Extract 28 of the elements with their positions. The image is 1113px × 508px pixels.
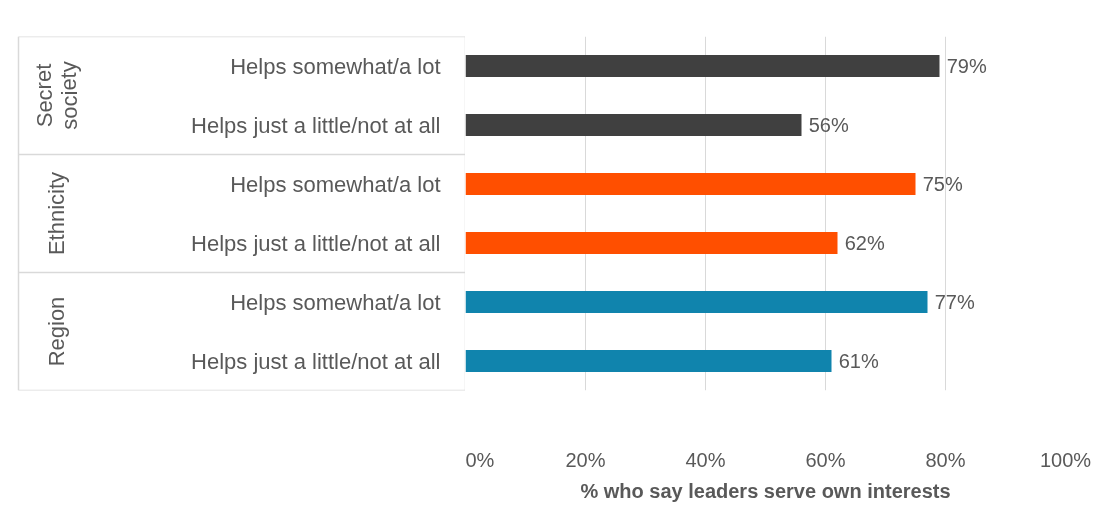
y-tick-label: Helps somewhat/a lot [230, 171, 441, 197]
y-tick-label: Helps just a little/not at all [191, 230, 441, 256]
x-axis-title: % who say leaders serve own interests [580, 479, 951, 502]
x-tick-label: 80% [925, 448, 966, 471]
bar [465, 232, 838, 254]
x-tick-label: 60% [805, 448, 846, 471]
bar [465, 291, 928, 313]
bar [465, 55, 940, 77]
data-label: 77% [934, 291, 975, 313]
y-tick-label: Helps just a little/not at all [191, 348, 441, 374]
text: Ethnicity [44, 171, 69, 256]
x-tick-label: 40% [685, 448, 726, 471]
text: Region [44, 296, 69, 367]
bar [465, 350, 832, 372]
data-label: 75% [922, 173, 963, 195]
bar [465, 173, 916, 195]
x-tick-label: 20% [565, 448, 606, 471]
y-tick-label: Helps just a little/not at all [191, 112, 441, 138]
data-label: 79% [946, 55, 987, 77]
x-tick-label: 100% [1039, 448, 1092, 471]
data-label: 61% [838, 350, 879, 372]
y-tick-label: Helps somewhat/a lot [230, 289, 441, 315]
x-tick-label: 0% [465, 448, 495, 471]
y-tick-label: Helps somewhat/a lot [230, 53, 441, 79]
bar [465, 114, 802, 136]
data-label: 62% [844, 232, 885, 254]
data-label: 56% [808, 114, 849, 136]
text: Secret society [31, 61, 82, 130]
